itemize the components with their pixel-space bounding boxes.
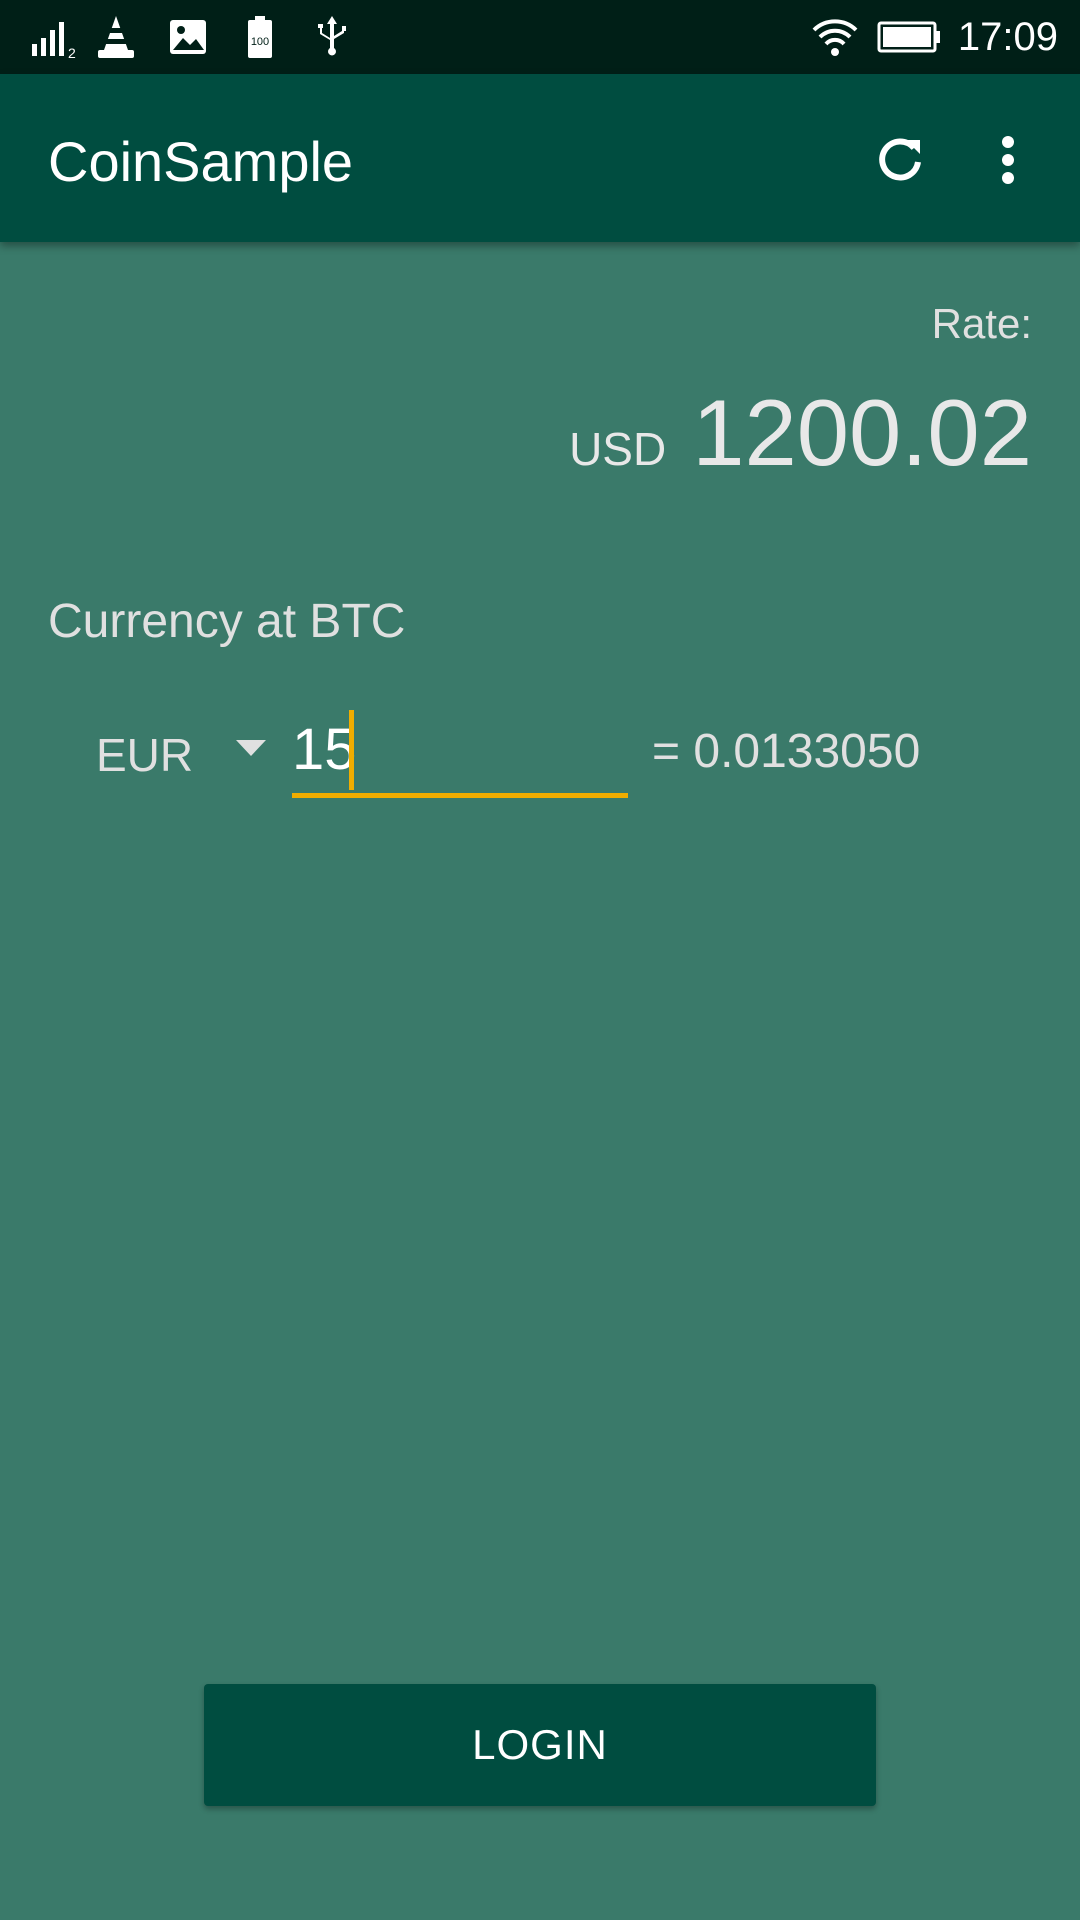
battery-small-label: 100	[251, 36, 269, 48]
refresh-button[interactable]	[868, 128, 932, 192]
app-bar: CoinSample	[0, 74, 1080, 242]
section-title: Currency at BTC	[48, 595, 406, 648]
signal-icon: 2	[32, 22, 76, 60]
amount-input[interactable]	[292, 706, 628, 798]
battery-icon	[877, 21, 940, 53]
more-vert-icon	[1002, 136, 1014, 184]
rate-currency: USD	[569, 423, 667, 475]
image-icon	[170, 20, 206, 54]
rate-display: USD 1200.02	[569, 378, 1032, 488]
wifi-icon	[812, 19, 858, 56]
vlc-cone-icon	[98, 16, 134, 58]
rate-value: 1200.02	[692, 380, 1032, 485]
overflow-menu-button[interactable]	[976, 128, 1040, 192]
battery-small-icon: 100	[248, 16, 272, 58]
conversion-result: = 0.0133050	[652, 725, 921, 778]
app-title: CoinSample	[48, 130, 354, 193]
rate-label: Rate:	[931, 300, 1032, 347]
dropdown-arrow-icon	[236, 740, 266, 756]
sim-slot-label: 2	[68, 45, 76, 60]
currency-spinner[interactable]: EUR	[96, 720, 276, 790]
login-button[interactable]: LOGIN	[204, 1684, 876, 1806]
currency-spinner-value: EUR	[96, 729, 194, 781]
usb-icon	[318, 16, 346, 56]
text-cursor	[349, 710, 354, 790]
status-bar: 2 100 17:09	[0, 0, 1080, 74]
status-time: 17:09	[957, 15, 1058, 59]
refresh-icon	[879, 138, 921, 181]
